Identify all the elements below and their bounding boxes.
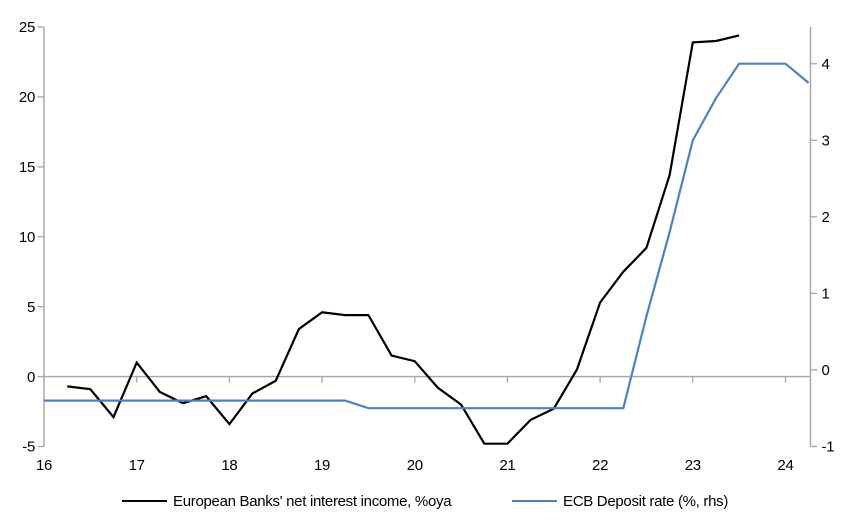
nii-line-swatch (122, 499, 167, 503)
right-tick-label: 1 (822, 286, 830, 303)
legend-label-nii: European Banks' net interest income, %oy… (173, 492, 452, 510)
x-tick-label: 19 (314, 457, 330, 474)
x-tick-label: 18 (221, 457, 237, 474)
x-tick-label: 22 (592, 457, 608, 474)
ecb-rate-line-swatch (512, 499, 557, 503)
legend-item-nii: European Banks' net interest income, %oy… (122, 491, 452, 511)
x-tick-label: 24 (777, 457, 793, 474)
chart-legend: European Banks' net interest income, %oy… (0, 491, 852, 511)
left-tick-label: 15 (19, 159, 35, 176)
x-tick-label: 23 (685, 457, 701, 474)
legend-label-ecb-rate: ECB Deposit rate (%, rhs) (563, 492, 729, 510)
left-tick-label: 20 (19, 89, 35, 106)
series-line-0 (67, 34, 740, 445)
right-tick-label: 3 (822, 132, 830, 149)
x-tick-label: 20 (407, 457, 423, 474)
left-tick-label: 5 (27, 299, 35, 316)
x-tick-label: 21 (499, 457, 515, 474)
left-tick-label: 10 (19, 229, 35, 246)
left-tick-label: 0 (27, 369, 35, 386)
right-tick-label: -1 (822, 439, 835, 456)
right-tick-label: 2 (822, 209, 830, 226)
x-tick-label: 16 (36, 457, 52, 474)
right-tick-label: 0 (822, 362, 830, 379)
series-line-1 (44, 62, 810, 410)
legend-item-ecb-rate: ECB Deposit rate (%, rhs) (512, 491, 728, 511)
x-tick-label: 17 (129, 457, 145, 474)
left-tick-label: -5 (22, 439, 35, 456)
left-tick-label: 25 (19, 19, 35, 36)
right-tick-label: 4 (822, 56, 830, 73)
